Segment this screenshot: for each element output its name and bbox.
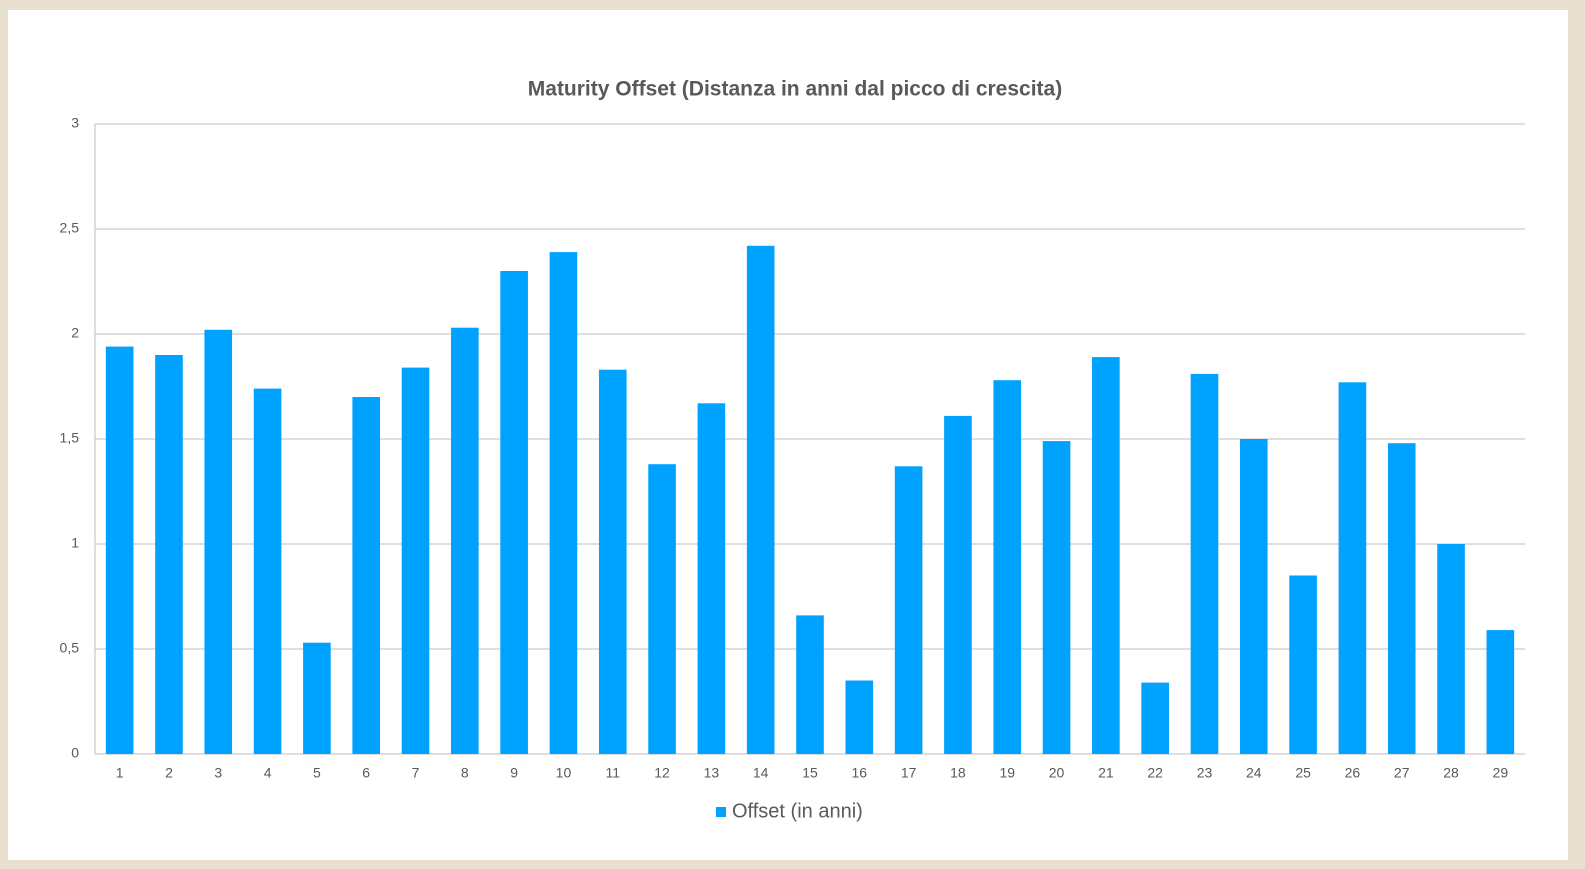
y-tick-label: 2,5	[60, 220, 80, 236]
x-tick-label: 3	[214, 765, 222, 781]
x-tick-label: 15	[802, 765, 818, 781]
x-tick-label: 13	[704, 765, 720, 781]
x-tick-label: 11	[605, 765, 620, 781]
bar	[746, 245, 775, 755]
y-tick-label: 0,5	[60, 640, 80, 656]
y-tick-label: 3	[71, 115, 79, 131]
bar	[1042, 441, 1071, 754]
x-tick-label: 12	[654, 765, 670, 781]
x-tick-label: 18	[950, 765, 966, 781]
bar	[1239, 439, 1268, 754]
legend-swatch	[716, 807, 726, 817]
bar	[303, 642, 331, 754]
x-tick-label: 1	[116, 765, 124, 781]
bar	[845, 680, 874, 754]
x-tick-label: 20	[1049, 765, 1065, 781]
x-tick-label: 16	[852, 765, 868, 781]
bar	[1289, 575, 1317, 754]
bar	[155, 355, 183, 754]
bar	[451, 327, 479, 754]
x-tick-label: 2	[165, 765, 173, 781]
x-tick-label: 24	[1246, 765, 1262, 781]
bar	[993, 380, 1022, 754]
y-tick-label: 1,5	[60, 430, 80, 446]
x-tick-label: 9	[510, 765, 518, 781]
bar	[1338, 382, 1367, 754]
x-tick-label: 5	[313, 765, 321, 781]
x-tick-label: 6	[362, 765, 370, 781]
x-tick-label: 4	[264, 765, 272, 781]
bar	[697, 403, 726, 754]
bar	[204, 329, 233, 754]
bar	[796, 615, 824, 754]
bar	[1190, 373, 1219, 754]
x-tick-label: 10	[556, 765, 572, 781]
x-tick-label: 25	[1295, 765, 1311, 781]
bar	[105, 346, 134, 754]
bar	[549, 252, 578, 754]
x-tick-label: 29	[1493, 765, 1509, 781]
x-tick-label: 14	[753, 765, 769, 781]
bar	[1486, 630, 1515, 754]
chart-title: Maturity Offset (Distanza in anni dal pi…	[528, 78, 1062, 101]
x-tick-label: 19	[999, 765, 1015, 781]
bar	[648, 464, 676, 754]
x-tick-label: 17	[901, 765, 917, 781]
y-tick-label: 0	[71, 745, 79, 761]
bar	[500, 271, 528, 754]
x-tick-label: 22	[1147, 765, 1163, 781]
y-tick-label: 1	[71, 535, 79, 551]
x-tick-label: 8	[461, 765, 469, 781]
bar	[1141, 682, 1169, 754]
bar	[401, 367, 430, 754]
x-tick-label: 28	[1443, 765, 1459, 781]
x-tick-label: 7	[412, 765, 420, 781]
bar	[1092, 357, 1120, 754]
x-tick-label: 23	[1197, 765, 1213, 781]
bar	[894, 466, 923, 754]
bar	[1437, 544, 1465, 754]
bar	[1387, 443, 1416, 754]
legend-label: Offset (in anni)	[732, 800, 863, 822]
bar	[944, 415, 972, 754]
bar	[253, 388, 282, 754]
x-tick-label: 26	[1345, 765, 1361, 781]
bar	[352, 397, 381, 754]
x-tick-label: 27	[1394, 765, 1410, 781]
bar	[598, 369, 627, 754]
y-tick-label: 2	[71, 325, 79, 341]
x-tick-label: 21	[1098, 765, 1114, 781]
